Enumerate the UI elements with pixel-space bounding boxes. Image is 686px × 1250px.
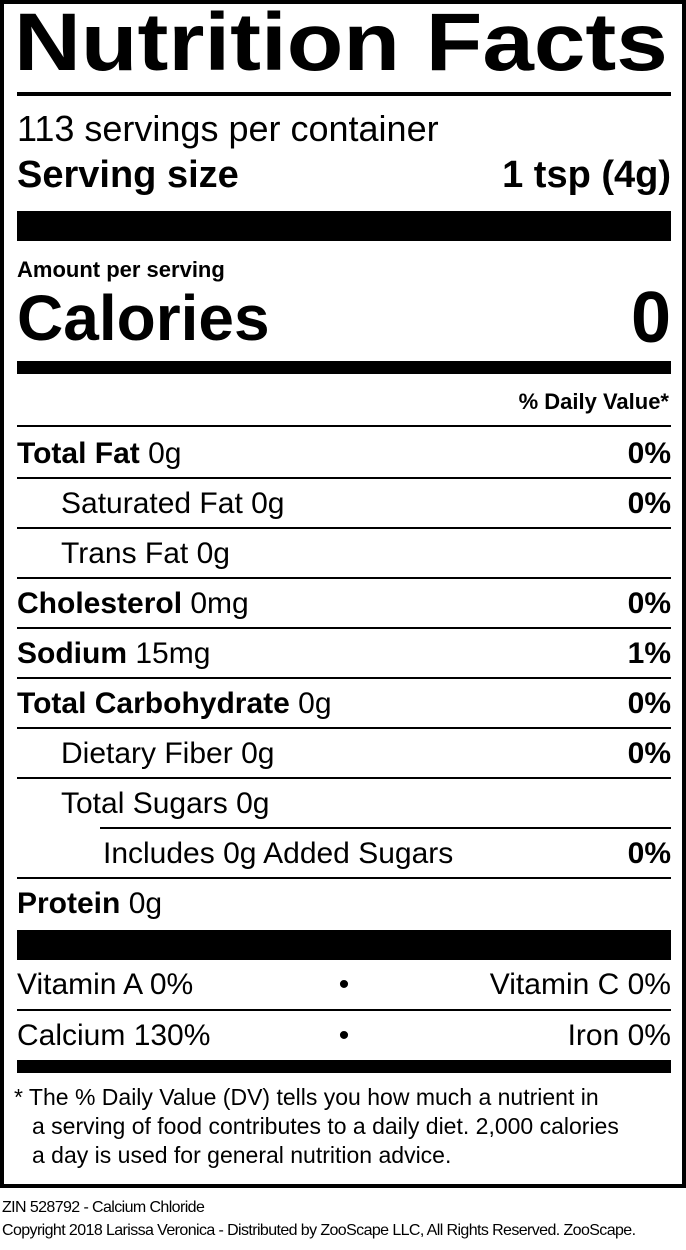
divider: [17, 677, 671, 679]
nutrient-dv: 0%: [627, 487, 671, 520]
calories-value: 0: [630, 278, 671, 358]
thick-divider: [17, 930, 671, 960]
daily-value-header: % Daily Value*: [518, 389, 669, 414]
nutrient-row-saturated-fat: Saturated Fat 0g 0%: [17, 479, 671, 529]
nutrient-amount: 0g: [148, 437, 182, 470]
serving-size-row: Serving size 1 tsp (4g): [17, 150, 671, 200]
footnote-line: a day is used for general nutrition advi…: [32, 1142, 452, 1168]
nutrient-amount: 0g: [196, 537, 230, 570]
vitamin-row-1: Vitamin A 0% • Vitamin C 0%: [17, 960, 671, 1010]
servings-per-container: 113 servings per container: [17, 108, 439, 149]
nutrient-row-trans-fat: Trans Fat 0g: [17, 529, 671, 579]
nutrient-name: Total Sugars: [61, 787, 228, 820]
divider: [17, 425, 671, 427]
divider: [17, 727, 671, 729]
nutrient-amount: 0g: [251, 487, 285, 520]
nutrient-amount: 0mg: [190, 587, 249, 620]
nutrient-row-total-sugars: Total Sugars 0g: [17, 779, 671, 829]
nutrient-dv: 1%: [627, 637, 671, 670]
nutrient-name: Dietary Fiber: [61, 737, 233, 770]
iron: Iron 0%: [567, 1019, 671, 1052]
divider: [17, 477, 671, 479]
divider: [17, 92, 671, 96]
divider: [17, 777, 671, 779]
nutrient-dv: 0%: [627, 737, 671, 770]
nutrient-row-protein: Protein 0g: [17, 879, 671, 929]
nutrient-row-added-sugars: Includes 0g Added Sugars 0%: [17, 829, 671, 879]
footnote-line: a serving of food contributes to a daily…: [32, 1113, 619, 1139]
nutrient-dv: 0%: [627, 837, 671, 870]
thick-divider: [17, 211, 671, 241]
divider: [17, 627, 671, 629]
bullet-separator: •: [338, 1019, 350, 1052]
calcium: Calcium 130%: [17, 1019, 211, 1052]
panel-title: Nutrition Facts: [14, 0, 668, 88]
nutrient-row-cholesterol: Cholesterol 0mg 0%: [17, 579, 671, 629]
nutrient-row-total-fat: Total Fat 0g 0%: [17, 429, 671, 479]
divider: [17, 577, 671, 579]
nutrient-dv: 0%: [627, 437, 671, 470]
footnote-line: * The % Daily Value (DV) tells you how m…: [14, 1084, 599, 1110]
product-line: ZIN 528792 - Calcium Chloride: [2, 1199, 205, 1216]
bullet-separator: •: [338, 968, 350, 1001]
nutrient-name: Cholesterol: [17, 587, 183, 620]
nutrient-name: Sodium: [17, 637, 127, 670]
medium-divider: [17, 361, 671, 374]
nutrient-dv: 0%: [627, 687, 671, 720]
nutrient-name: Saturated Fat: [61, 487, 243, 520]
medium-divider: [17, 1060, 671, 1073]
nutrition-facts-panel: [0, 0, 686, 1188]
amount-per-serving: Amount per serving: [17, 257, 225, 282]
nutrient-row-sodium: Sodium 15mg 1%: [17, 629, 671, 679]
divider: [17, 527, 671, 529]
footnote: * The % Daily Value (DV) tells you how m…: [14, 1083, 674, 1170]
nutrient-name: Protein: [17, 887, 121, 920]
calories-label: Calories: [17, 282, 270, 354]
nutrient-amount: 0g: [128, 887, 163, 920]
nutrient-row-dietary-fiber: Dietary Fiber 0g 0%: [17, 729, 671, 779]
copyright: Copyright 2018 Larissa Veronica - Distri…: [2, 1222, 636, 1239]
calories-row: Calories 0: [17, 278, 671, 358]
divider: [100, 827, 671, 829]
vitamin-row-2: Calcium 130% • Iron 0%: [17, 1011, 671, 1061]
nutrient-name: Total Fat: [17, 437, 140, 470]
nutrient-amount: 0g: [236, 787, 270, 820]
divider: [17, 1009, 671, 1011]
nutrient-amount: 0g: [298, 687, 332, 720]
nutrient-amount: 0g: [241, 737, 275, 770]
serving-size-value: 1 tsp (4g): [502, 153, 671, 196]
serving-size-label: Serving size: [17, 153, 239, 196]
vitamin-a: Vitamin A 0%: [17, 968, 194, 1001]
vitamin-c: Vitamin C 0%: [489, 968, 671, 1001]
nutrient-name: Trans Fat: [61, 537, 189, 570]
nutrient-name: Total Carbohydrate: [17, 687, 290, 720]
nutrient-name: Includes 0g Added Sugars: [103, 837, 454, 870]
nutrient-row-total-carbohydrate: Total Carbohydrate 0g 0%: [17, 679, 671, 729]
nutrient-amount: 15mg: [135, 637, 211, 670]
divider: [17, 877, 671, 879]
nutrient-dv: 0%: [627, 587, 671, 620]
